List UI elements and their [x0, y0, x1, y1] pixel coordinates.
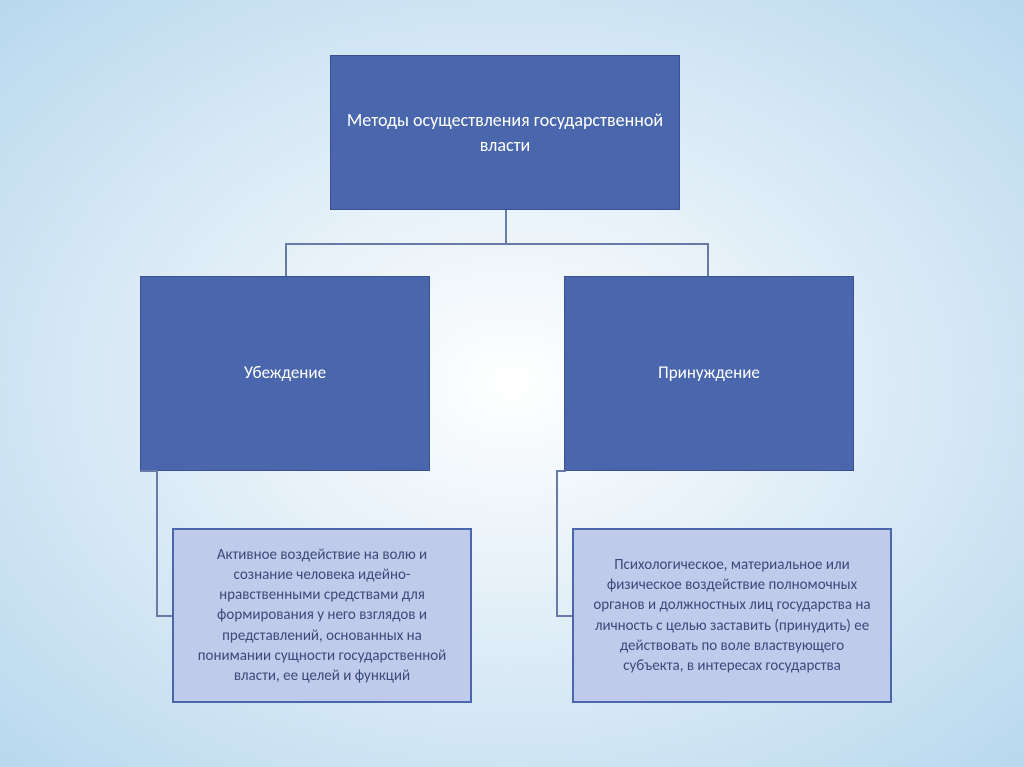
connector-line	[556, 470, 566, 472]
connector-line	[285, 243, 709, 245]
connector-line	[140, 470, 158, 472]
connector-line	[505, 210, 507, 244]
connector-line	[556, 470, 558, 615]
connector-line	[556, 615, 572, 617]
root-node: Методы осуществления государственной вла…	[330, 55, 680, 210]
connector-line	[285, 243, 287, 276]
child-node-right: Принуждение	[564, 276, 854, 471]
leaf-node-left: Активное воздействие на волю и сознание …	[172, 528, 472, 703]
connector-line	[707, 243, 709, 276]
connector-line	[156, 615, 172, 617]
child-node-left: Убеждение	[140, 276, 430, 471]
connector-line	[156, 470, 158, 615]
leaf-node-right: Психологическое, материальное или физиче…	[572, 528, 892, 703]
